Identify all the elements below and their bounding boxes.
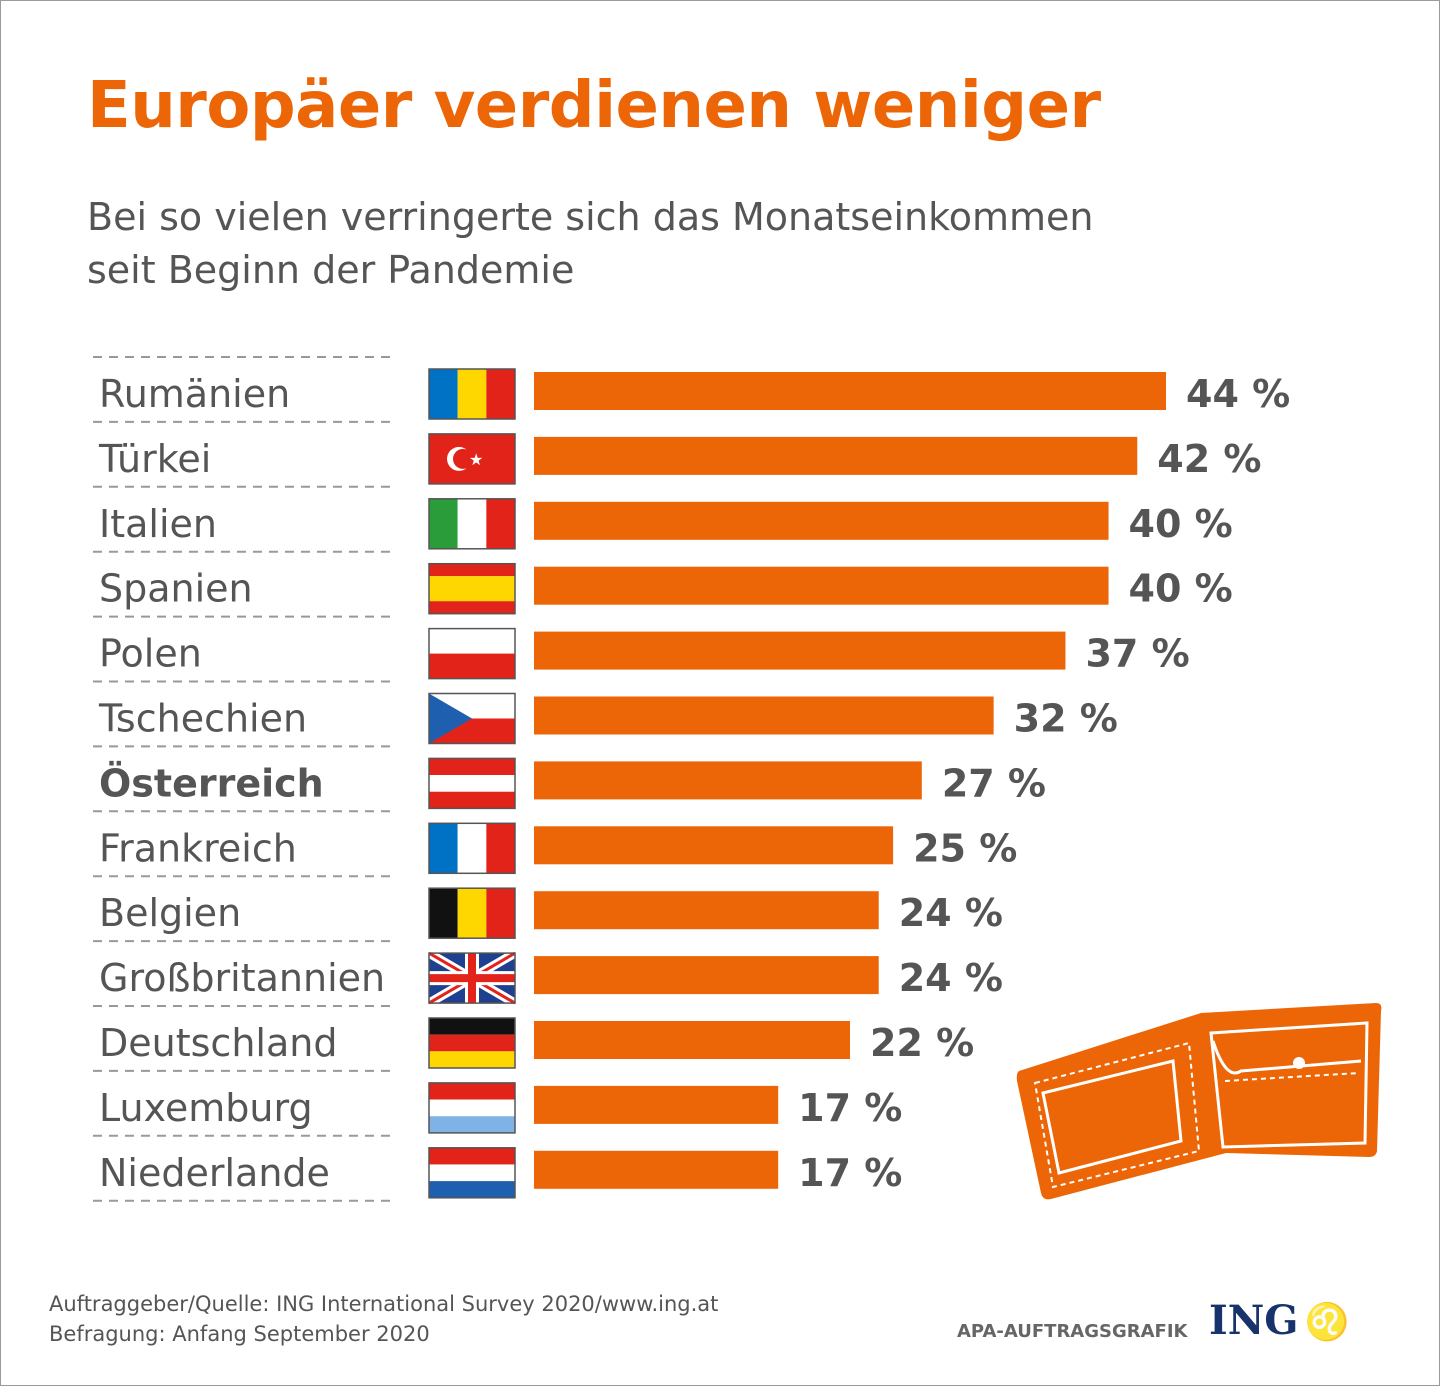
ing-logo: ING ♌ — [1209, 1297, 1349, 1344]
category-label: Großbritannien — [99, 956, 385, 1000]
value-label: 24 % — [899, 891, 1003, 935]
bar — [534, 826, 894, 865]
ing-logo-text: ING — [1209, 1297, 1299, 1344]
category-label: Österreich — [99, 761, 324, 805]
category-label: Luxemburg — [99, 1086, 313, 1130]
spain-flag-icon — [428, 562, 516, 615]
bar — [534, 1085, 779, 1124]
value-label: 44 % — [1186, 372, 1290, 416]
survey-date-text: Befragung: Anfang September 2020 — [49, 1322, 430, 1346]
category-label: Niederlande — [99, 1151, 330, 1195]
chart-subtitle: Bei so vielen verringerte sich das Monat… — [87, 191, 1187, 297]
category-label: Türkei — [98, 437, 211, 481]
uk-flag-icon — [426, 949, 518, 1007]
svg-text:★: ★ — [469, 450, 483, 469]
bar — [534, 696, 994, 735]
romania-flag-icon — [428, 368, 516, 420]
belgium-flag-icon — [428, 887, 516, 939]
category-label: Deutschland — [99, 1021, 337, 1065]
bar — [534, 891, 879, 930]
turkey-flag-icon: ★ — [428, 433, 516, 485]
france-flag-icon — [428, 822, 516, 875]
category-label: Polen — [99, 632, 202, 676]
category-label: Belgien — [99, 891, 241, 935]
bar — [534, 956, 879, 995]
luxembourg-flag-icon — [428, 1082, 516, 1134]
category-label: Frankreich — [99, 826, 297, 870]
value-label: 17 % — [798, 1086, 902, 1130]
value-label: 27 % — [942, 761, 1046, 805]
value-label: 17 % — [798, 1151, 902, 1195]
footer-source: Auftraggeber/Quelle: ING International S… — [49, 1289, 718, 1349]
value-label: 32 % — [1014, 697, 1118, 741]
wallet-icon — [1016, 1003, 1382, 1200]
category-label: Rumänien — [99, 372, 290, 416]
value-label: 24 % — [899, 956, 1003, 1000]
austria-flag-icon — [428, 757, 516, 810]
bar — [534, 501, 1109, 540]
value-label: 40 % — [1129, 502, 1233, 546]
category-label: Spanien — [99, 567, 253, 611]
value-label: 37 % — [1085, 632, 1189, 676]
value-label: 22 % — [870, 1021, 974, 1065]
netherlands-flag-icon — [428, 1147, 516, 1199]
value-label: 42 % — [1157, 437, 1261, 481]
subtitle-line-1: Bei so vielen verringerte sich das Monat… — [87, 195, 1094, 239]
lion-icon: ♌ — [1304, 1301, 1350, 1343]
subtitle-line-2: seit Beginn der Pandemie — [87, 248, 575, 292]
agency-credit: APA-AUFTRAGSGRAFIK — [957, 1321, 1188, 1342]
value-label: 25 % — [913, 826, 1017, 870]
poland-flag-icon — [428, 627, 516, 680]
value-label: 40 % — [1129, 567, 1233, 611]
bar — [534, 436, 1138, 475]
bar — [534, 1150, 779, 1189]
bar — [534, 631, 1066, 670]
source-text: Auftraggeber/Quelle: ING International S… — [49, 1292, 719, 1316]
czech-flag-icon — [428, 692, 516, 745]
italy-flag-icon — [428, 498, 516, 550]
bar — [534, 761, 922, 800]
bar — [534, 1021, 850, 1059]
chart-title: Europäer verdienen weniger — [87, 69, 1101, 143]
bar — [534, 566, 1109, 605]
category-label: Tschechien — [98, 697, 307, 741]
germany-flag-icon — [428, 1017, 516, 1069]
bar — [534, 372, 1166, 410]
category-label: Italien — [99, 502, 217, 546]
